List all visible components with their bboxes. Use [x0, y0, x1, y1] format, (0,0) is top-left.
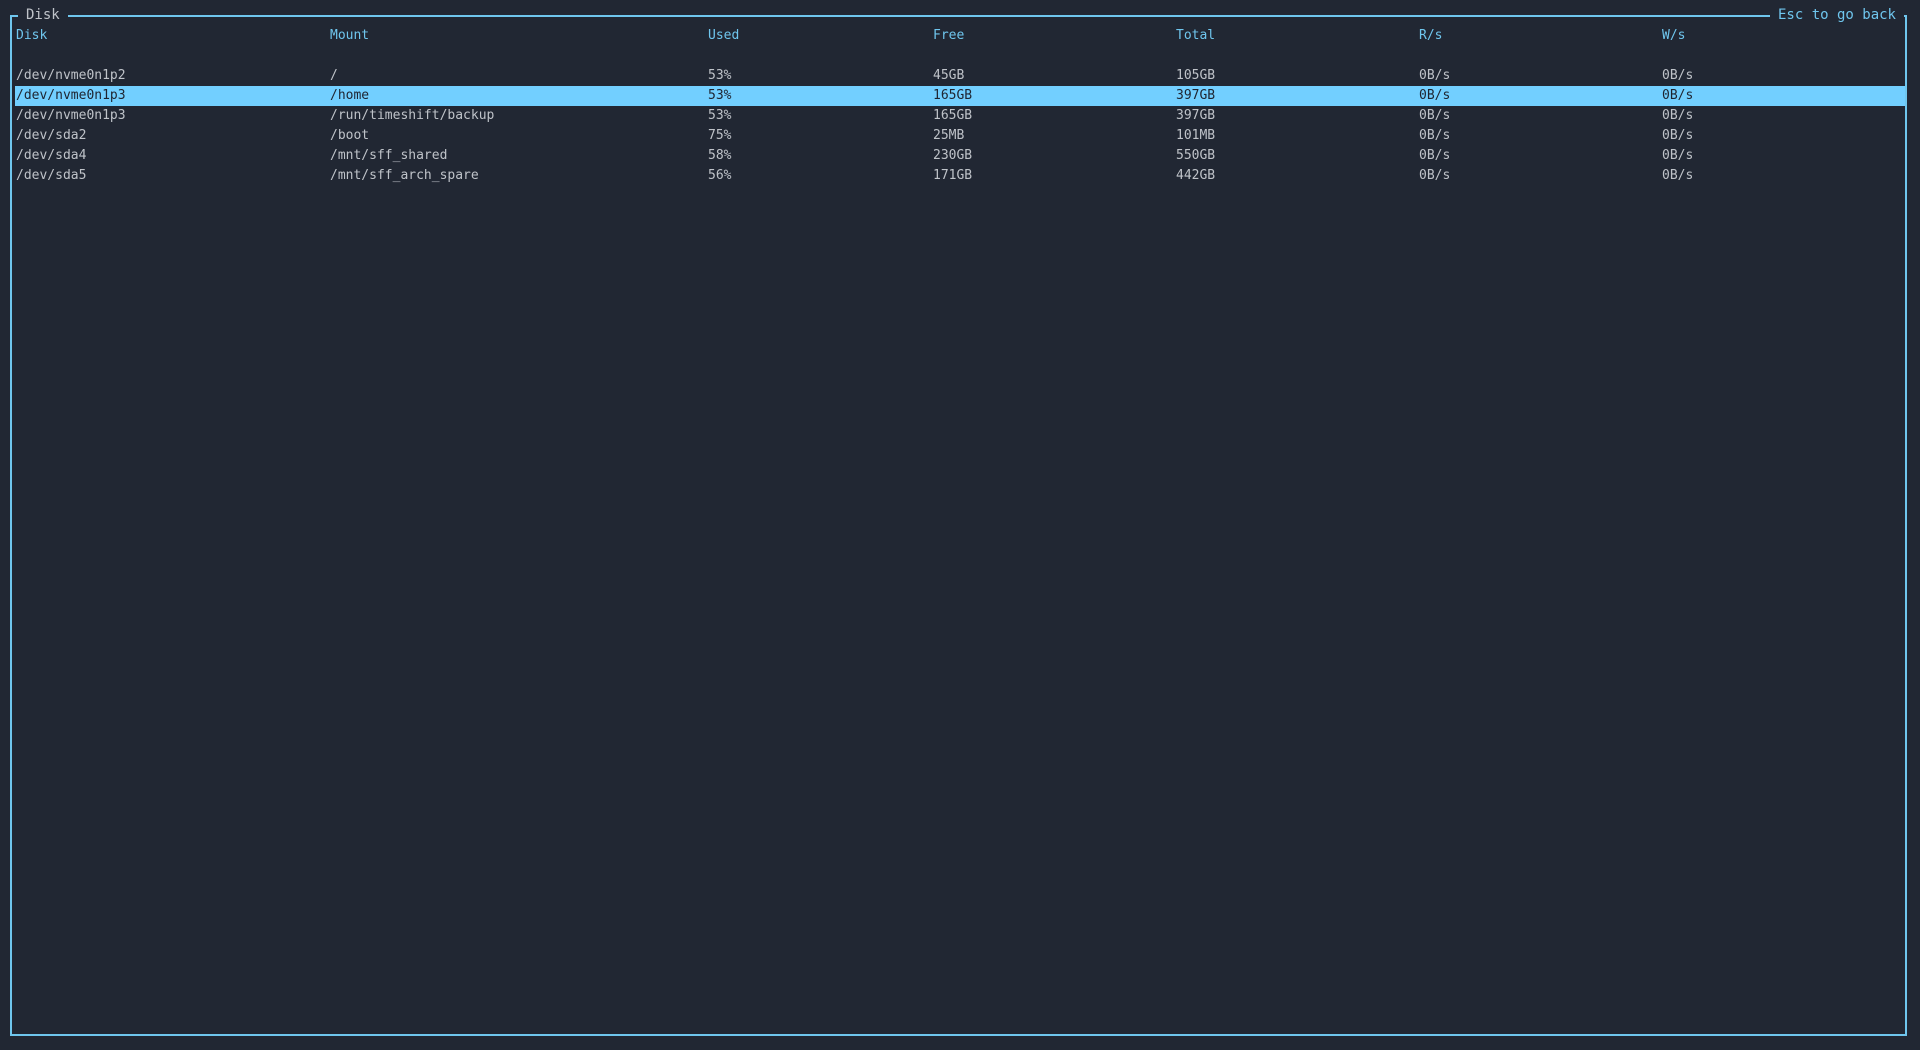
cell-disk: /dev/sda2	[16, 128, 87, 143]
cell-free: 45GB	[933, 68, 965, 83]
cell-used: 53%	[708, 88, 732, 103]
cell-disk: /dev/sda5	[16, 168, 87, 183]
cell-used: 53%	[708, 68, 732, 83]
cell-used: 56%	[708, 168, 732, 183]
table-header: Disk Mount Used Free Total R/s W/s	[15, 26, 1905, 46]
cell-total: 397GB	[1176, 88, 1216, 103]
cell-mount: /home	[330, 88, 370, 103]
cell-mount: /mnt/sff_shared	[330, 148, 448, 163]
table-row[interactable]: /dev/nvme0n1p3/run/timeshift/backup 53% 16…	[15, 106, 1905, 126]
table-row[interactable]: /dev/sda5/mnt/sff_arch_spare 56% 171GB 442G…	[15, 166, 1905, 186]
table-row[interactable]: /dev/sda2/boot 75% 25MB 101MB 0B/s 0B/s	[15, 126, 1905, 146]
column-header-free[interactable]: Free	[933, 28, 965, 43]
cell-used: 53%	[708, 108, 732, 123]
panel-title: Disk	[18, 6, 68, 24]
cell-read-rate: 0B/s	[1419, 108, 1451, 123]
cell-write-rate: 0B/s	[1662, 68, 1694, 83]
cell-mount: /run/timeshift/backup	[330, 108, 495, 123]
cell-total: 101MB	[1176, 128, 1216, 143]
cell-free: 25MB	[933, 128, 965, 143]
cell-write-rate: 0B/s	[1662, 108, 1694, 123]
cell-free: 165GB	[933, 88, 973, 103]
column-header-read-rate[interactable]: R/s	[1419, 28, 1443, 43]
cell-total: 550GB	[1176, 148, 1216, 163]
cell-used: 58%	[708, 148, 732, 163]
column-header-write-rate[interactable]: W/s	[1662, 28, 1686, 43]
cell-read-rate: 0B/s	[1419, 168, 1451, 183]
cell-free: 230GB	[933, 148, 973, 163]
cell-read-rate: 0B/s	[1419, 68, 1451, 83]
cell-mount: /	[330, 68, 338, 83]
cell-disk: /dev/nvme0n1p3	[16, 88, 126, 103]
cell-used: 75%	[708, 128, 732, 143]
disk-panel	[10, 15, 1907, 1036]
column-header-mount[interactable]: Mount	[330, 28, 370, 43]
cell-read-rate: 0B/s	[1419, 88, 1451, 103]
table-row[interactable]: /dev/sda4/mnt/sff_shared 58% 230GB 550GB 0B/…	[15, 146, 1905, 166]
cell-write-rate: 0B/s	[1662, 148, 1694, 163]
cell-write-rate: 0B/s	[1662, 128, 1694, 143]
cell-write-rate: 0B/s	[1662, 168, 1694, 183]
table-row[interactable]: /dev/nvme0n1p2 / 53% 45GB 105GB 0B/s 0B/s	[15, 66, 1905, 86]
cell-read-rate: 0B/s	[1419, 148, 1451, 163]
column-header-disk[interactable]: Disk	[16, 28, 48, 43]
cell-read-rate: 0B/s	[1419, 128, 1451, 143]
cell-free: 165GB	[933, 108, 973, 123]
cell-disk: /dev/nvme0n1p3	[16, 108, 126, 123]
column-header-used[interactable]: Used	[708, 28, 740, 43]
cell-free: 171GB	[933, 168, 973, 183]
cell-total: 397GB	[1176, 108, 1216, 123]
cell-disk: /dev/sda4	[16, 148, 87, 163]
cell-total: 105GB	[1176, 68, 1216, 83]
cell-mount: /boot	[330, 128, 370, 143]
cell-write-rate: 0B/s	[1662, 88, 1694, 103]
column-header-total[interactable]: Total	[1176, 28, 1216, 43]
back-hint[interactable]: Esc to go back	[1769, 6, 1904, 24]
cell-total: 442GB	[1176, 168, 1216, 183]
cell-disk: /dev/nvme0n1p2	[16, 68, 126, 83]
table-row[interactable]: /dev/nvme0n1p3/home 53% 165GB 397GB 0B/s 0B/s	[15, 86, 1905, 106]
cell-mount: /mnt/sff_arch_spare	[330, 168, 479, 183]
